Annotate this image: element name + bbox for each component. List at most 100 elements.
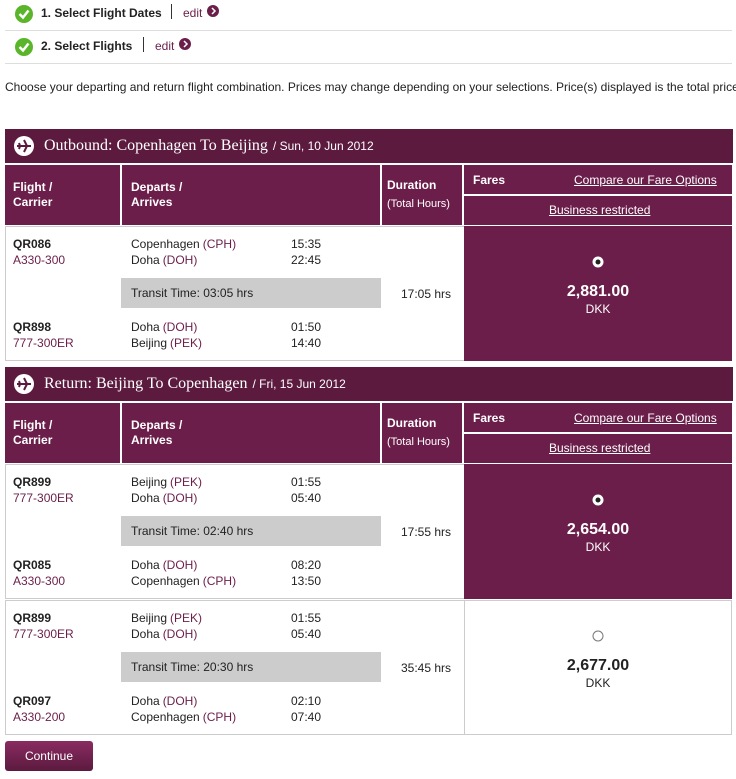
header-cell xyxy=(382,165,462,225)
edit-arrow xyxy=(207,5,219,17)
intro-text: Choose your departing and return flight … xyxy=(5,80,736,94)
flight-number: QR097 xyxy=(13,694,52,708)
fare-price: 2,654.00 xyxy=(566,521,630,538)
flight-number: QR899 xyxy=(13,611,52,625)
section-date: / Sun, 10 Jun 2012 xyxy=(272,139,374,153)
column-header: Departs / xyxy=(131,180,183,194)
compare-fares-link[interactable]: Compare our Fare Options xyxy=(574,173,717,187)
section-bar xyxy=(5,367,733,401)
header-cell xyxy=(464,434,732,463)
city: Doha xyxy=(131,320,160,334)
separator xyxy=(5,63,732,64)
depart-time: 01:55 xyxy=(291,475,322,489)
header-cell xyxy=(464,165,732,194)
column-header: Flight / xyxy=(13,180,53,194)
city: Doha xyxy=(131,253,160,267)
section-title: Outbound: Copenhagen To Beijing / Sun, 10… xyxy=(44,137,374,155)
fare-cell xyxy=(464,226,732,361)
fare-radio[interactable] xyxy=(592,494,604,506)
airport-code: (CPH) xyxy=(202,574,237,588)
departure-city: Doha (DOH) xyxy=(131,320,197,334)
fare-radio[interactable] xyxy=(592,256,604,268)
header-cell xyxy=(122,165,380,225)
aircraft: 777-300ER xyxy=(13,336,74,350)
airport-code: (DOH) xyxy=(162,491,198,505)
column-header: Departs / xyxy=(131,418,183,432)
section-title: Return: Beijing To Copenhagen / Fri, 15 J… xyxy=(44,375,346,393)
depart-time: 01:55 xyxy=(291,611,322,625)
airport-code: (PEK) xyxy=(170,336,203,350)
fare-currency: DKK xyxy=(585,540,611,554)
arrive-time: 22:45 xyxy=(291,253,322,267)
fare-cell xyxy=(464,600,732,735)
header-cell xyxy=(122,403,380,463)
fare-class-link[interactable]: Business restricted xyxy=(549,441,651,455)
city: Doha xyxy=(131,491,160,505)
check-icon xyxy=(14,4,34,24)
column-header: Fares xyxy=(473,173,506,187)
depart-time: 15:35 xyxy=(291,237,322,251)
aircraft: 777-300ER xyxy=(13,491,74,505)
step-label: 1. Select Flight Dates xyxy=(41,6,162,20)
airport-code: (CPH) xyxy=(202,710,237,724)
arrival-city: Doha (DOH) xyxy=(131,491,197,505)
column-header: Arrives xyxy=(131,433,173,447)
column-note: (Total Hours) xyxy=(387,436,450,448)
continue-button[interactable]: Continue xyxy=(5,741,93,771)
airport-code: (DOH) xyxy=(162,694,198,708)
arrive-time: 05:40 xyxy=(291,627,322,641)
aircraft: A330-200 xyxy=(13,710,66,724)
fare-cell xyxy=(464,464,732,599)
header-cell xyxy=(382,403,462,463)
departure-city: Beijing (PEK) xyxy=(131,475,202,489)
city: Doha xyxy=(131,558,160,572)
city: Beijing xyxy=(131,336,168,350)
city: Beijing xyxy=(131,475,168,489)
airport-code: (PEK) xyxy=(170,475,203,489)
airport-code: (DOH) xyxy=(162,320,198,334)
fare-class-link[interactable]: Business restricted xyxy=(549,203,651,217)
column-header: Arrives xyxy=(131,195,173,209)
depart-time: 02:10 xyxy=(291,694,322,708)
section-date: / Fri, 15 Jun 2012 xyxy=(252,377,346,391)
column-header: Duration xyxy=(387,178,437,192)
fare-currency: DKK xyxy=(585,676,611,690)
fare-price: 2,677.00 xyxy=(566,657,630,674)
departure-city: Copenhagen (CPH) xyxy=(131,237,236,251)
airport-code: (CPH) xyxy=(202,237,237,251)
airport-code: (DOH) xyxy=(162,253,198,267)
column-header: Carrier xyxy=(13,433,53,447)
intro-text: Choose your departing and return flight … xyxy=(5,79,736,95)
edit-link[interactable]: edit xyxy=(155,39,175,53)
city: Copenhagen xyxy=(131,237,200,251)
airport-code: (DOH) xyxy=(162,627,198,641)
edit-link[interactable]: edit xyxy=(183,6,203,20)
city: Doha xyxy=(131,627,160,641)
fare-radio[interactable] xyxy=(592,630,604,642)
airport-code: (PEK) xyxy=(170,611,203,625)
flight-number: QR899 xyxy=(13,475,52,489)
column-header: Carrier xyxy=(13,195,53,209)
arrive-time: 14:40 xyxy=(291,336,322,350)
column-header: Flight / xyxy=(13,418,53,432)
transit-time: Transit Time: 03:05 hrs xyxy=(131,286,254,300)
transit-bar xyxy=(121,652,381,682)
duration: 35:45 hrs xyxy=(401,661,452,675)
divider xyxy=(143,37,144,52)
check-icon xyxy=(14,37,34,57)
airport-code: (DOH) xyxy=(162,558,198,572)
arrival-city: Copenhagen (CPH) xyxy=(131,574,236,588)
header-cell xyxy=(464,196,732,225)
transit-bar xyxy=(121,516,381,546)
city: Copenhagen xyxy=(131,574,200,588)
flight-number: QR086 xyxy=(13,237,52,251)
arrival-city: Copenhagen (CPH) xyxy=(131,710,236,724)
step-label: 2. Select Flights xyxy=(41,39,133,53)
duration: 17:55 hrs xyxy=(401,525,452,539)
arrival-city: Doha (DOH) xyxy=(131,627,197,641)
compare-fares-link[interactable]: Compare our Fare Options xyxy=(574,411,717,425)
fare-currency: DKK xyxy=(585,302,611,316)
plane-icon xyxy=(14,374,34,394)
arrive-time: 07:40 xyxy=(291,710,322,724)
city: Beijing xyxy=(131,611,168,625)
